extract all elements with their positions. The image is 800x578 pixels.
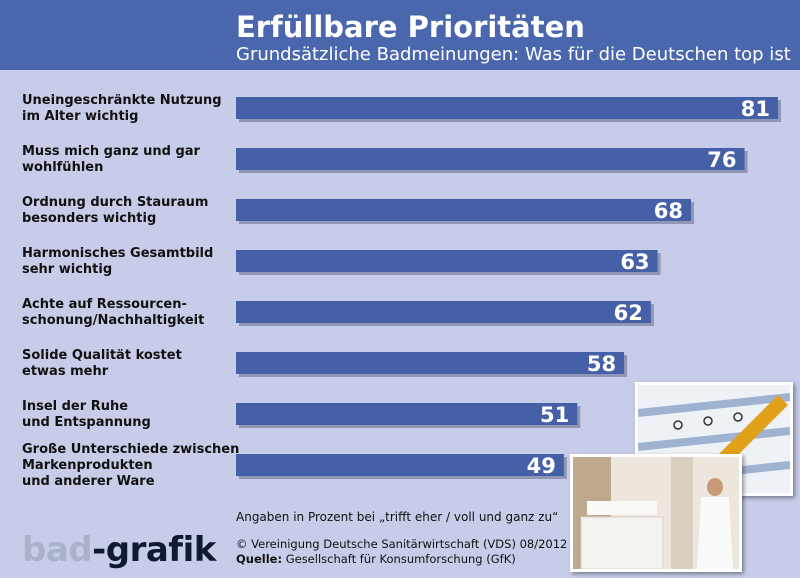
category-label: Markenprodukten [22, 458, 153, 473]
brand-logo: bad-grafik [22, 530, 216, 570]
category-label: Große Unterschiede zwischen [22, 442, 239, 457]
bar [236, 301, 651, 323]
bar [236, 352, 625, 374]
bar-value-label: 58 [587, 352, 616, 376]
header-banner: Erfüllbare Prioritäten Grundsätzliche Ba… [0, 0, 800, 70]
category-label: und anderer Ware [22, 474, 155, 489]
category-label: etwas mehr [22, 364, 109, 379]
chart-title: Erfüllbare Prioritäten [236, 10, 585, 44]
bar [236, 199, 692, 221]
bar [236, 250, 658, 272]
category-label: Solide Qualität kostet [22, 348, 182, 363]
logo-part-grafik: -grafik [92, 530, 216, 570]
category-label: im Alter wichtig [22, 109, 138, 124]
category-label: schonung/Nachhaltigkeit [22, 313, 204, 328]
bathroom-photo [570, 454, 742, 572]
source-text: Gesellschaft für Konsumforschung (GfK) [285, 552, 516, 566]
bar-value-label: 63 [620, 250, 649, 274]
bar [236, 148, 745, 170]
category-label: Uneingeschränkte Nutzung [22, 93, 222, 108]
category-label: Achte auf Ressourcen- [22, 297, 187, 312]
bar [236, 454, 564, 476]
category-label: sehr wichtig [22, 262, 112, 277]
category-label: besonders wichtig [22, 211, 156, 226]
bar-value-label: 51 [540, 403, 569, 427]
bar-value-label: 76 [707, 148, 736, 172]
bar-value-label: 62 [614, 301, 643, 325]
category-label: und Entspannung [22, 415, 151, 430]
copyright-text: © Vereinigung Deutsche Sanitärwirtschaft… [236, 537, 568, 551]
source-label: Quelle: [236, 552, 283, 566]
bar [236, 403, 578, 425]
bar-value-label: 81 [741, 97, 770, 121]
category-label: wohlfühlen [22, 160, 103, 175]
category-label: Insel der Ruhe [22, 399, 128, 414]
bar-value-label: 68 [654, 199, 683, 223]
footnote: Angaben in Prozent bei „trifft eher / vo… [236, 510, 559, 524]
category-label: Ordnung durch Stauraum [22, 195, 208, 210]
category-label: Muss mich ganz und gar [22, 144, 201, 159]
category-label: Harmonisches Gesamtbild [22, 246, 213, 261]
source-line: Quelle: Gesellschaft für Konsumforschung… [236, 552, 516, 566]
bar [236, 97, 778, 119]
chart-subtitle: Grundsätzliche Badmeinungen: Was für die… [236, 44, 791, 65]
bar-value-label: 49 [527, 454, 556, 478]
logo-part-bad: bad [22, 530, 93, 570]
